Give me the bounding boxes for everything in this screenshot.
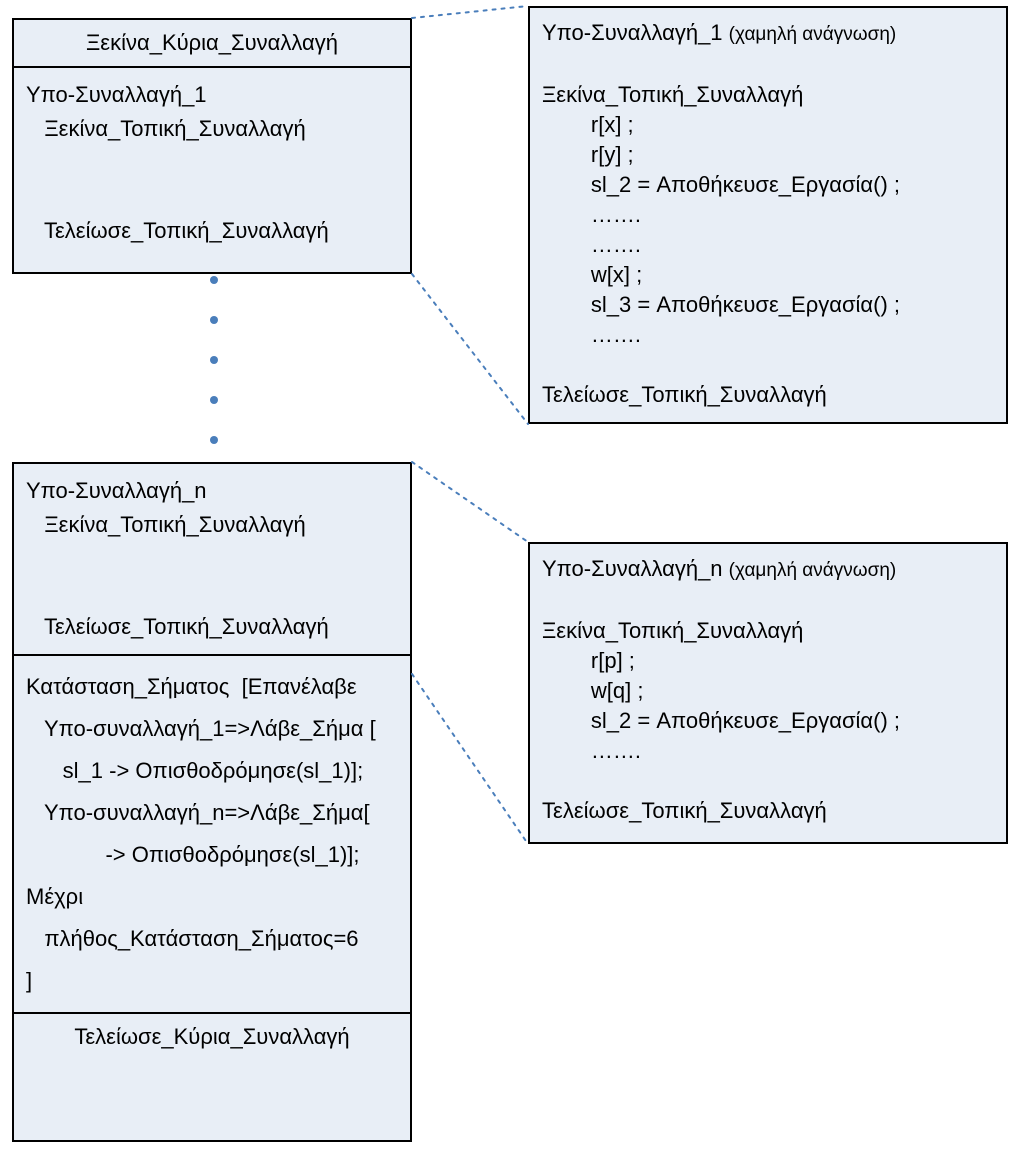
code-line: Τελείωσε_Τοπική_Συναλλαγή bbox=[542, 380, 994, 410]
detail-box-1: Υπο-Συναλλαγή_1 (χαμηλή ανάγνωση) Ξεκίνα… bbox=[528, 6, 1008, 424]
detail-title-note: (χαμηλή ανάγνωση) bbox=[729, 24, 897, 45]
continuation-dot bbox=[210, 356, 218, 364]
detail-box-2: Υπο-Συναλλαγή_n (χαμηλή ανάγνωση) Ξεκίνα… bbox=[528, 542, 1008, 844]
code-line bbox=[542, 586, 994, 616]
continuation-dot bbox=[210, 276, 218, 284]
detail-title-main: Υπο-Συναλλαγή_n bbox=[542, 556, 729, 581]
code-line bbox=[26, 576, 398, 610]
continuation-dot bbox=[210, 436, 218, 444]
code-line: r[y] ; bbox=[542, 140, 994, 170]
code-line: ……. bbox=[542, 200, 994, 230]
code-line bbox=[26, 146, 398, 180]
code-line: Ξεκίνα_Τοπική_Συναλλαγή bbox=[542, 80, 994, 110]
connector-line bbox=[412, 274, 528, 424]
main-box-2: Υπο-Συναλλαγή_n Ξεκίνα_Τοπική_Συναλλαγή … bbox=[12, 462, 412, 1142]
code-line: Ξεκίνα_Τοπική_Συναλλαγή bbox=[26, 112, 398, 146]
code-line: sl_2 = Αποθήκευσε_Εργασία() ; bbox=[542, 706, 994, 736]
code-line: Κατάσταση_Σήματος [Επανέλαβε bbox=[26, 666, 398, 708]
code-line: Ξεκίνα_Τοπική_Συναλλαγή bbox=[542, 616, 994, 646]
code-line bbox=[542, 350, 994, 380]
code-line: Τελείωσε_Τοπική_Συναλλαγή bbox=[26, 214, 398, 248]
code-line: Ξεκίνα_Τοπική_Συναλλαγή bbox=[26, 508, 398, 542]
main-box-1-header: Ξεκίνα_Κύρια_Συναλλαγή bbox=[14, 20, 410, 68]
code-line bbox=[542, 766, 994, 796]
code-line: Υπο-Συναλλαγή_1 bbox=[26, 78, 398, 112]
code-line: πλήθος_Κατάσταση_Σήματος=6 bbox=[26, 918, 398, 960]
detail-title: Υπο-Συναλλαγή_n (χαμηλή ανάγνωση) bbox=[542, 554, 994, 586]
code-line: w[x] ; bbox=[542, 260, 994, 290]
code-line: Υπο-Συναλλαγή_n bbox=[26, 474, 398, 508]
code-line: Τελείωσε_Τοπική_Συναλλαγή bbox=[26, 610, 398, 644]
code-line: ……. bbox=[542, 736, 994, 766]
main-box-1-title: Ξεκίνα_Κύρια_Συναλλαγή bbox=[86, 30, 338, 55]
code-line: Τελείωσε_Τοπική_Συναλλαγή bbox=[542, 796, 994, 826]
code-line bbox=[26, 180, 398, 214]
main-box-1: Ξεκίνα_Κύρια_Συναλλαγή Υπο-Συναλλαγή_1 Ξ… bbox=[12, 18, 412, 274]
connector-line bbox=[412, 6, 528, 18]
main-box-2-footer-text: Τελείωσε_Κύρια_Συναλλαγή bbox=[74, 1024, 349, 1049]
code-line: r[x] ; bbox=[542, 110, 994, 140]
code-line: r[p] ; bbox=[542, 646, 994, 676]
detail-title: Υπο-Συναλλαγή_1 (χαμηλή ανάγνωση) bbox=[542, 18, 994, 50]
code-line: ……. bbox=[542, 230, 994, 260]
connector-line bbox=[412, 674, 528, 844]
detail-box-1-body: Υπο-Συναλλαγή_1 (χαμηλή ανάγνωση) Ξεκίνα… bbox=[530, 8, 1006, 420]
code-line: Μέχρι bbox=[26, 876, 398, 918]
code-line: w[q] ; bbox=[542, 676, 994, 706]
code-line: Υπο-συναλλαγή_1=>Λάβε_Σήμα [ bbox=[26, 708, 398, 750]
main-box-2-footer: Τελείωσε_Κύρια_Συναλλαγή bbox=[14, 1014, 410, 1060]
code-line: sl_1 -> Οπισθοδρόμησε(sl_1)]; bbox=[26, 750, 398, 792]
detail-title-note: (χαμηλή ανάγνωση) bbox=[729, 560, 897, 581]
main-box-2-section-2: Κατάσταση_Σήματος [Επανέλαβε Υπο-συναλλα… bbox=[14, 656, 410, 1014]
code-line: sl_3 = Αποθήκευσε_Εργασία() ; bbox=[542, 290, 994, 320]
code-line: Υπο-συναλλαγή_n=>Λάβε_Σήμα[ bbox=[26, 792, 398, 834]
code-line: -> Οπισθοδρόμησε(sl_1)]; bbox=[26, 834, 398, 876]
connector-line bbox=[412, 462, 528, 542]
detail-title-main: Υπο-Συναλλαγή_1 bbox=[542, 20, 729, 45]
main-box-1-body: Υπο-Συναλλαγή_1 Ξεκίνα_Τοπική_Συναλλαγή … bbox=[14, 68, 410, 258]
main-box-2-section-1: Υπο-Συναλλαγή_n Ξεκίνα_Τοπική_Συναλλαγή … bbox=[14, 464, 410, 656]
continuation-dot bbox=[210, 396, 218, 404]
code-line: sl_2 = Αποθήκευσε_Εργασία() ; bbox=[542, 170, 994, 200]
code-line bbox=[26, 542, 398, 576]
code-line: ] bbox=[26, 960, 398, 1002]
code-line: ……. bbox=[542, 320, 994, 350]
detail-box-2-body: Υπο-Συναλλαγή_n (χαμηλή ανάγνωση) Ξεκίνα… bbox=[530, 544, 1006, 836]
continuation-dot bbox=[210, 316, 218, 324]
code-line bbox=[542, 50, 994, 80]
